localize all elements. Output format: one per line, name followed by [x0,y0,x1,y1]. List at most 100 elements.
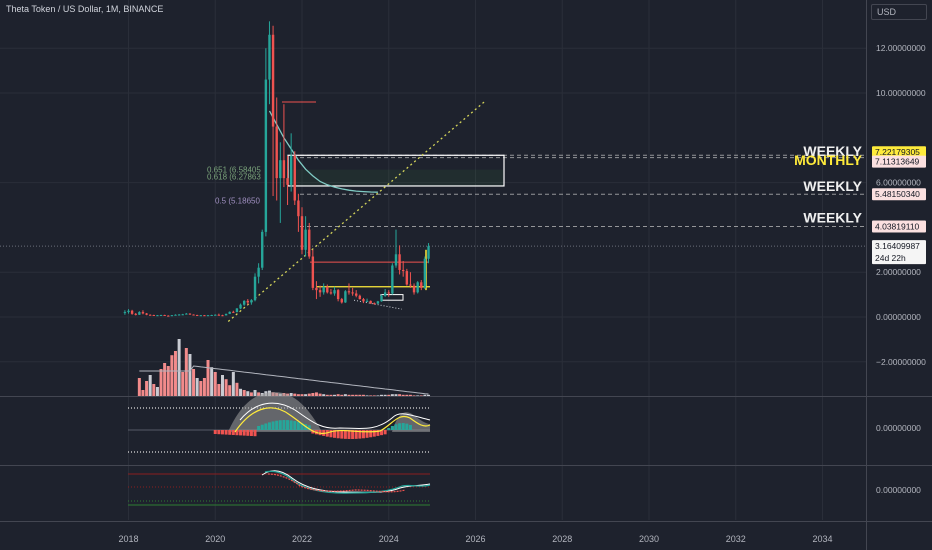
volume-bar [390,394,394,396]
volume-bar [148,375,152,396]
x-tick-label: 2032 [726,534,746,544]
price-label: 5.48150340 [875,189,920,199]
volume-bar [314,392,318,396]
candle-body [163,314,166,316]
pane2-histogram-bar [365,430,369,438]
pane2-signal-line [234,407,431,435]
pane2-histogram-bar [278,420,282,430]
pane2-histogram-bar [405,423,409,430]
pane2-histogram-bar [307,425,311,430]
moving-average-line [268,110,378,193]
pane2-histogram-bar [249,430,253,436]
candle-body [322,286,325,293]
pane3-line-white [261,470,431,493]
candle-body [224,313,228,316]
candle-body [242,300,246,305]
candle-body [264,79,268,232]
candle-body [293,155,296,201]
pane3-line-red [267,473,406,493]
candle-body [210,314,213,316]
candle-body [145,313,148,315]
level-annotation-weekly: WEEKLY [803,143,862,159]
volume-bar [220,375,224,396]
x-tick-label: 2028 [552,534,572,544]
y-tick-label: 6.00000000 [876,178,921,188]
pane2-histogram-bar [271,421,275,430]
candle-body [214,314,217,316]
volume-bar [322,394,326,396]
pane2-histogram-bar [264,423,268,430]
candle-body [195,314,199,316]
volume-bar [195,378,199,396]
pane2-histogram-bar [246,430,250,436]
candle-body [304,229,307,250]
pane2-histogram-bar [311,430,315,434]
candle-body [311,256,315,288]
volume-bar [325,394,329,396]
level-annotation-weekly: WEEKLY [803,178,862,194]
x-tick-label: 2020 [205,534,225,544]
pane2-histogram-bar [257,426,261,430]
candle-body [282,160,286,179]
pane2-histogram-bar [296,421,300,430]
pane2-histogram-bar [260,424,264,430]
volume-bar [253,390,257,396]
volume-bar [184,348,188,396]
volume-bar [361,394,365,396]
price-label-box [872,188,926,201]
volume-bar [289,393,293,396]
candle-body [123,312,127,314]
candle-body [376,301,380,304]
pane2-histogram-bar [220,430,224,435]
pane2-histogram-bar [340,430,344,439]
pane2-histogram-bar [351,430,355,439]
candle-body [326,286,329,293]
candle-body [188,313,192,315]
pane2-histogram-bar [286,420,290,430]
candle-body [355,293,358,296]
currency-button[interactable]: USD [871,4,927,20]
y-tick-label: 2.00000000 [876,267,921,277]
volume-bar [177,339,181,396]
volume-bar [239,388,243,396]
candle-body [398,254,401,270]
candle-body [138,312,141,315]
volume-bar [423,394,427,396]
candle-body [127,310,130,313]
volume-bar [210,367,214,396]
pane2-histogram-bar [275,420,279,430]
pane2-histogram-bar [343,430,347,439]
pane2-histogram-bar [358,430,362,439]
volume-bar [213,372,217,396]
volume-bar [166,366,170,396]
price-countdown: 24d 22h [875,253,906,263]
volume-bar [358,394,362,396]
candle-body [329,292,333,294]
volume-bar [372,395,376,396]
candle-body [380,295,383,302]
volume-bar [217,384,221,396]
fib-label: 0.651 (6.58405 [207,166,261,175]
volume-bar [300,394,304,396]
candle-body [271,34,275,127]
candle-body [250,300,253,303]
pane2-histogram-bar [408,425,412,430]
pane2-histogram-bar [224,430,228,435]
price-label-box [872,220,926,233]
volume-bar [347,394,351,396]
volume-bar [354,394,358,396]
candle-body [369,300,372,304]
pane2-histogram-bar [361,430,365,439]
pane2-histogram-bar [235,430,239,436]
volume-bar [380,394,384,396]
volume-bar [329,394,333,396]
volume-bar [199,381,203,396]
candle-body [257,267,260,277]
candle-body [134,313,137,315]
volume-bar [416,395,420,396]
y-tick-label: 10.00000000 [876,88,926,98]
volume-bar [192,369,196,396]
candle-body [206,315,210,317]
